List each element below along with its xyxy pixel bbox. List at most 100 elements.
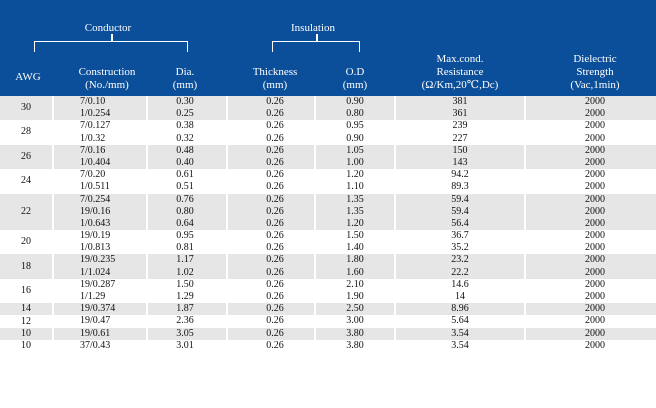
dia-cell: 0.30 <box>176 96 194 107</box>
dielectric-cell: 2000 <box>585 181 605 193</box>
dielectric-cell: 2000 <box>585 315 605 327</box>
thickness-cell: 0.26 <box>266 156 284 168</box>
thickness-cell: 0.26 <box>266 108 284 120</box>
construction-cell: 7/0.127 <box>80 120 111 132</box>
thickness-cell: 0.26 <box>266 327 284 339</box>
dia-cell: 3.05 <box>176 327 194 339</box>
construction-cell: 1/1.024 <box>80 266 111 278</box>
od-cell: 1.90 <box>346 291 364 302</box>
dia-cell: 0.38 <box>176 120 194 132</box>
thickness-cell: 0.26 <box>266 205 284 217</box>
dielectric-cell: 2000 <box>585 278 605 290</box>
construction-cell: 19/0.235 <box>80 254 116 266</box>
resistance-cell: 59.4 <box>451 193 469 205</box>
table-row: 1/0.404 0.40 0.26 1.00 143 2000 <box>0 156 656 170</box>
table-row: 19/0.19 0.95 0.26 1.50 36.7 2000 <box>0 230 656 243</box>
od-cell: 1.00 <box>346 156 364 168</box>
od-cell: 1.35 <box>346 205 364 217</box>
dia-cell: 0.64 <box>176 217 194 229</box>
table-row: 1/0.511 0.51 0.26 1.10 89.3 2000 <box>0 181 656 194</box>
table-row: 1/1.29 1.29 0.26 1.90 14 2000 <box>0 291 656 304</box>
od-cell: 1.20 <box>346 217 364 229</box>
insulation-bracket <box>272 34 360 52</box>
awg-header: AWG <box>15 71 41 83</box>
dia-cell: 0.51 <box>176 181 194 193</box>
thickness-cell: 0.26 <box>266 96 284 107</box>
dielectric-cell: 2000 <box>585 230 605 242</box>
dia-cell: 0.25 <box>176 108 194 120</box>
dia-cell: 0.48 <box>176 144 194 156</box>
table-row: 19/0.16 0.80 0.26 1.35 59.4 2000 <box>0 205 656 218</box>
thickness-cell: 0.26 <box>266 193 284 205</box>
table-row: 7/0.20 0.61 0.26 1.20 94.2 2000 <box>0 169 656 182</box>
awg-cell: 12 <box>21 315 31 327</box>
table-row: 37/0.43 3.01 0.26 3.80 3.54 2000 <box>0 339 656 352</box>
od-cell: 3.00 <box>346 315 364 327</box>
construction-cell: 1/0.254 <box>80 108 111 120</box>
awg-cell: 16 <box>21 285 31 296</box>
dia-cell: 0.81 <box>176 242 194 254</box>
resistance-cell: 14 <box>455 291 465 302</box>
resistance-cell: 22.2 <box>451 266 469 278</box>
dielectric-cell: 2000 <box>585 242 605 254</box>
od-cell: 2.50 <box>346 303 364 315</box>
dia-cell: 0.32 <box>176 132 194 144</box>
construction-cell: 19/0.374 <box>80 303 116 315</box>
construction-cell: 7/0.10 <box>80 96 106 107</box>
construction-cell: 1/0.32 <box>80 132 106 144</box>
resistance-cell: 150 <box>452 144 468 156</box>
table-row: 7/0.10 0.30 0.26 0.90 381 2000 <box>0 96 656 109</box>
resistance-cell: 5.64 <box>451 315 469 327</box>
resistance-cell: 227 <box>452 132 468 144</box>
resistance-cell: 8.96 <box>451 303 469 315</box>
insulation-group-label: Insulation <box>291 22 335 34</box>
od-cell: 1.10 <box>346 181 364 193</box>
thickness-header: Thickness (mm) <box>252 66 298 91</box>
dielectric-cell: 2000 <box>585 205 605 217</box>
table-row: 19/0.61 3.05 0.26 3.80 3.54 2000 <box>0 327 656 340</box>
resistance-cell: 14.6 <box>451 278 469 290</box>
conductor-group-label: Conductor <box>84 22 132 34</box>
construction-cell: 37/0.43 <box>80 339 111 351</box>
dia-cell: 0.80 <box>176 205 194 217</box>
od-cell: 1.40 <box>346 242 364 254</box>
dielectric-cell: 2000 <box>585 327 605 339</box>
thickness-cell: 0.26 <box>266 266 284 278</box>
awg-cell: 10 <box>21 340 31 351</box>
awg-cell: 28 <box>21 126 31 138</box>
awg-cell: 26 <box>21 150 31 162</box>
dielectric-cell: 2000 <box>585 339 605 351</box>
awg-cell: 20 <box>21 236 31 248</box>
od-cell: 1.80 <box>346 254 364 266</box>
construction-cell: 1/0.404 <box>80 156 111 168</box>
awg-cell: 30 <box>21 102 31 113</box>
dia-cell: 1.02 <box>176 266 194 278</box>
od-cell: 3.80 <box>346 339 364 351</box>
dielectric-cell: 2000 <box>585 169 605 181</box>
dia-cell: 0.61 <box>176 169 194 181</box>
dielectric-cell: 2000 <box>585 217 605 229</box>
thickness-cell: 0.26 <box>266 303 284 315</box>
od-cell: 3.80 <box>346 327 364 339</box>
table-row: 1/0.254 0.25 0.26 0.80 361 2000 <box>0 108 656 121</box>
od-cell: 0.90 <box>346 132 364 144</box>
thickness-cell: 0.26 <box>266 217 284 229</box>
construction-cell: 19/0.16 <box>80 205 111 217</box>
construction-cell: 19/0.19 <box>80 230 111 242</box>
construction-cell: 19/0.47 <box>80 315 111 327</box>
resistance-cell: 36.7 <box>451 230 469 242</box>
thickness-cell: 0.26 <box>266 132 284 144</box>
dielectric-header: Dielectric Strength (Vac,1min) <box>570 53 620 91</box>
construction-cell: 7/0.16 <box>80 144 106 156</box>
conductor-bracket <box>34 34 188 52</box>
construction-cell: 7/0.20 <box>80 169 106 181</box>
thickness-cell: 0.26 <box>266 120 284 132</box>
construction-cell: 19/0.61 <box>80 327 111 339</box>
thickness-cell: 0.26 <box>266 278 284 290</box>
construction-cell: 1/0.643 <box>80 217 111 229</box>
resistance-cell: 35.2 <box>451 242 469 254</box>
resistance-cell: 59.4 <box>451 205 469 217</box>
thickness-cell: 0.26 <box>266 242 284 254</box>
resistance-cell: 23.2 <box>451 254 469 266</box>
dielectric-cell: 2000 <box>585 291 605 302</box>
